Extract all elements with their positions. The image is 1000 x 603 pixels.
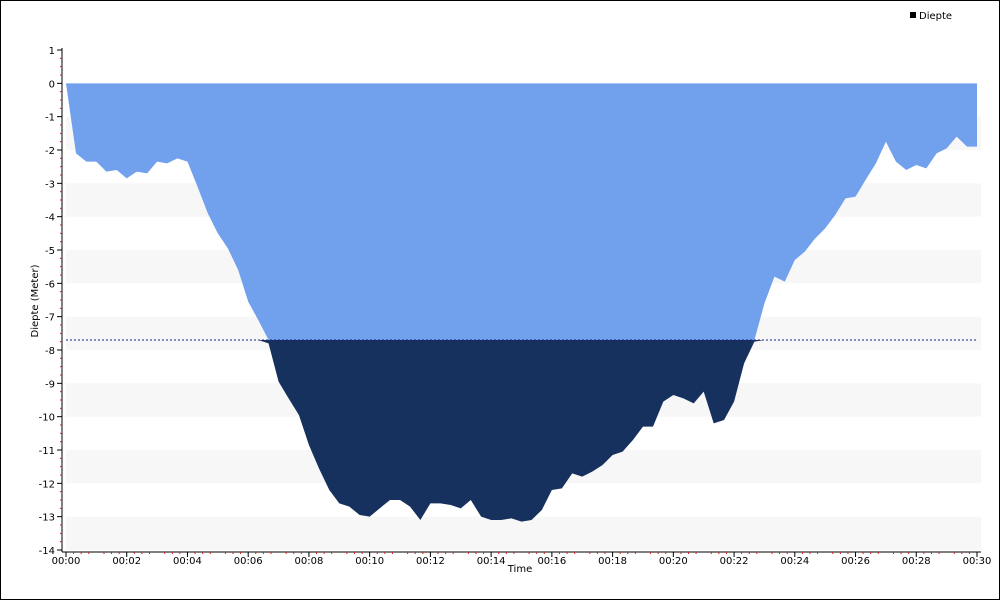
x-tick-labels: 00:00 00:02 00:04 00:06 00:08 00:10 00:12 00:14…	[52, 556, 992, 567]
y-tick-label: -3	[45, 179, 55, 190]
y-tick-label: -13	[39, 513, 55, 524]
y-tick-label: -10	[39, 413, 55, 424]
x-tick-label: 00:14	[477, 556, 506, 567]
depth-area-lower	[66, 340, 977, 522]
x-tick-label: 00:22	[720, 556, 749, 567]
y-tick-label: -1	[45, 113, 55, 124]
legend: Diepte	[910, 11, 952, 22]
y-tick-label: 0	[49, 79, 55, 90]
x-tick-label: 00:00	[52, 556, 81, 567]
x-tick-label: 00:10	[355, 556, 384, 567]
y-tick-label: -9	[45, 379, 55, 390]
area-layer	[66, 83, 977, 522]
y-tick-label: -8	[45, 346, 55, 357]
x-tick-label: 00:18	[598, 556, 627, 567]
x-tick-label: 00:12	[416, 556, 445, 567]
y-tick-label: -14	[39, 546, 55, 557]
axes-layer	[57, 48, 981, 557]
x-tick-label: 00:04	[173, 556, 202, 567]
y-tick-label: -7	[45, 313, 55, 324]
y-tick-labels: 1 0 -1 -2 -3 -4 -5 -6 -7 -8 -9 -10 -11 -12 -13 -14	[39, 46, 55, 557]
grid-band	[66, 516, 981, 550]
depth-area-upper	[66, 83, 977, 340]
x-tick-label: 00:06	[234, 556, 263, 567]
x-tick-label: 00:26	[841, 556, 870, 567]
y-tick-label: -6	[45, 279, 55, 290]
x-axis-label: Time	[507, 564, 532, 575]
x-tick-label: 00:30	[963, 556, 992, 567]
legend-swatch	[910, 12, 916, 18]
y-tick-label: -11	[39, 446, 55, 457]
y-tick-label: 1	[49, 46, 55, 57]
x-tick-label: 00:20	[659, 556, 688, 567]
y-tick-label: -12	[39, 479, 55, 490]
x-tick-label: 00:28	[902, 556, 931, 567]
x-tick-label: 00:02	[112, 556, 141, 567]
x-tick-label: 00:16	[537, 556, 566, 567]
legend-label: Diepte	[919, 11, 952, 22]
y-tick-label: -4	[45, 213, 55, 224]
y-tick-label: -5	[45, 246, 55, 257]
x-tick-label: 00:08	[295, 556, 324, 567]
y-tick-label: -2	[45, 146, 55, 157]
x-tick-label: 00:24	[780, 556, 809, 567]
y-axis-label: Diepte (Meter)	[30, 264, 41, 337]
